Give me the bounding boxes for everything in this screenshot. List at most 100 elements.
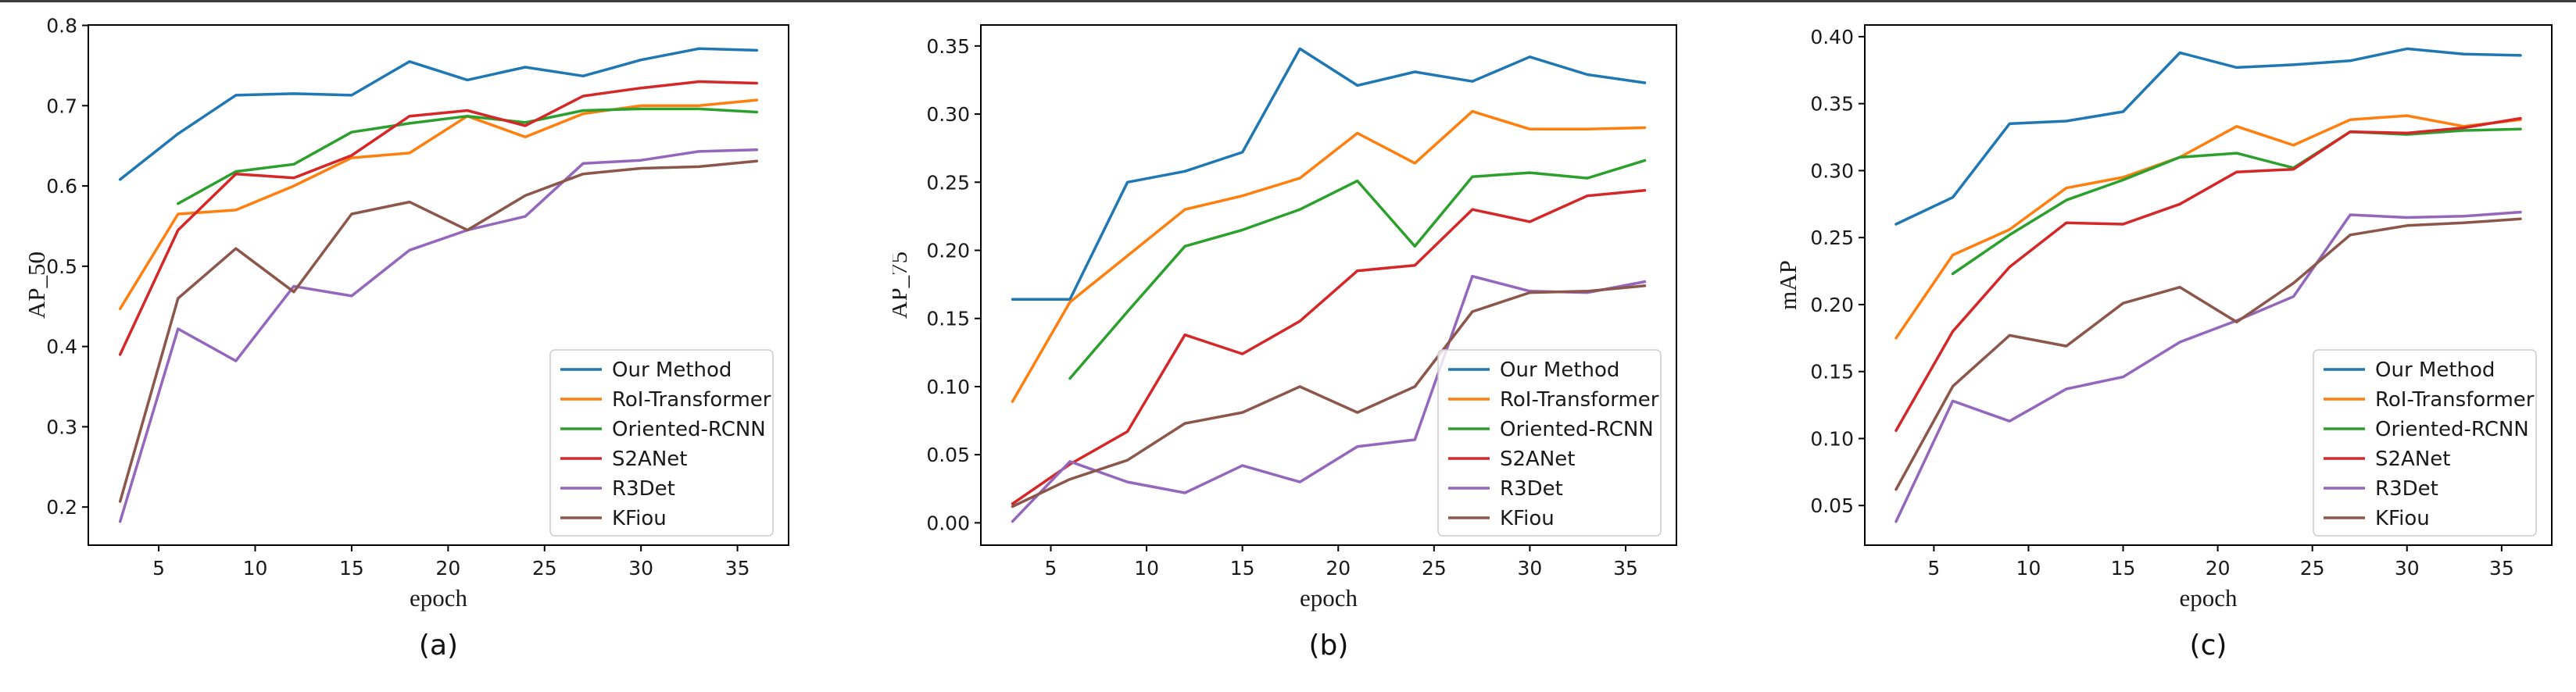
y-axis-tick-label: 0.15 bbox=[926, 308, 970, 330]
x-axis-tick-label: 10 bbox=[2016, 557, 2041, 580]
legend-label-r3det: R3Det bbox=[2375, 477, 2438, 501]
legend-label-kfiou: KFiou bbox=[1500, 507, 1555, 530]
y-axis-tick-label: 0.15 bbox=[1810, 361, 1854, 383]
series-line-kfiou bbox=[1894, 217, 2522, 491]
y-axis-tick-label: 0.35 bbox=[926, 35, 970, 58]
x-axis-tick-label: 15 bbox=[1230, 557, 1255, 580]
legend-label-s2anet: S2ANet bbox=[1500, 448, 1575, 471]
legend-label-roi-transformer: RoI-Transformer bbox=[1500, 388, 1659, 412]
legend-box bbox=[2313, 349, 2537, 537]
x-axis-tick-label: 15 bbox=[339, 557, 364, 580]
legend-label-oriented-rcnn: Oriented-RCNN bbox=[612, 418, 766, 441]
series-line-kfiou bbox=[1011, 284, 1647, 508]
series-line-r3det bbox=[1894, 210, 2522, 523]
legend-label-r3det: R3Det bbox=[1500, 477, 1563, 501]
series-line-s2anet bbox=[118, 80, 759, 356]
legend-label-roi-transformer: RoI-Transformer bbox=[2375, 388, 2535, 412]
legend: Our Method RoI-Transformer Oriented-RCNN S2… bbox=[549, 349, 774, 537]
legend-box bbox=[549, 349, 774, 537]
series-line-kfiou bbox=[118, 159, 759, 503]
line-chart-map: 5 10 15 20 25 30 35 0.05 0.10 0.15 0.20 0.25 0.30 0.3… bbox=[1776, 24, 2553, 612]
x-axis-tick-label: 35 bbox=[2489, 557, 2514, 580]
plot-spines bbox=[88, 24, 789, 546]
series-line-our-method bbox=[1011, 47, 1647, 301]
y-axis-tick-label: 0.8 bbox=[46, 15, 77, 37]
y-axis-tick-label: 0.25 bbox=[926, 171, 970, 194]
y-axis-tick-label: 0.40 bbox=[1810, 26, 1854, 48]
series-line-s2anet bbox=[1894, 116, 2522, 432]
top-border-line bbox=[0, 0, 2576, 2]
y-axis-tick-label: 0.7 bbox=[46, 95, 77, 117]
x-axis-tick-label: 30 bbox=[1518, 557, 1543, 580]
legend-label-r3det: R3Det bbox=[612, 477, 675, 501]
x-axis-tick-label: 5 bbox=[1927, 557, 1940, 580]
y-axis-tick-label: 0.05 bbox=[926, 444, 970, 466]
plot-spines bbox=[980, 24, 1677, 546]
y-axis-tick-label: 0.25 bbox=[1810, 227, 1854, 249]
x-axis-tick-label: 35 bbox=[725, 557, 750, 580]
series-line-s2anet bbox=[1011, 189, 1647, 505]
legend-label-oriented-rcnn: Oriented-RCNN bbox=[2375, 418, 2529, 441]
legend-label-kfiou: KFiou bbox=[2375, 507, 2430, 530]
x-axis-tick-label: 10 bbox=[243, 557, 268, 580]
legend-label-s2anet: S2ANet bbox=[2375, 448, 2450, 471]
line-chart-ap75: 5 10 15 20 25 30 35 0.00 0.05 0.10 0.15 0.20 0.25 0.3… bbox=[893, 24, 1677, 612]
x-axis-label: epoch bbox=[2179, 584, 2238, 612]
axes: 5 10 15 20 25 30 35 0.05 0.10 0.15 0.20 0.25 0.30 0.3… bbox=[1810, 26, 2513, 580]
series-line-r3det bbox=[118, 148, 759, 523]
y-axis-tick-label: 0.30 bbox=[1810, 159, 1854, 182]
y-axis-tick-label: 0.30 bbox=[926, 103, 970, 126]
y-axis-tick-label: 0.10 bbox=[926, 376, 970, 398]
x-axis-tick-label: 10 bbox=[1134, 557, 1159, 580]
legend-label-kfiou: KFiou bbox=[612, 507, 667, 530]
x-axis-tick-label: 30 bbox=[2395, 557, 2420, 580]
legend-label-our-method: Our Method bbox=[1500, 358, 1619, 382]
series-line-roi-transformer bbox=[118, 98, 759, 311]
y-axis-tick-label: 0.2 bbox=[46, 496, 77, 519]
legend-label-oriented-rcnn: Oriented-RCNN bbox=[1500, 418, 1654, 441]
x-axis-tick-label: 5 bbox=[1045, 557, 1057, 580]
axes: 5 10 15 20 25 30 35 0.2 0.3 0.4 0.5 0.6 0.7 0.8 bbox=[46, 15, 750, 580]
y-axis-tick-label: 0.00 bbox=[926, 512, 970, 534]
subfigure-caption-b: (b) bbox=[1308, 630, 1349, 662]
axes: 5 10 15 20 25 30 35 0.00 0.05 0.10 0.15 0.20 0.25 0.3… bbox=[926, 35, 1638, 580]
y-axis-tick-label: 0.4 bbox=[46, 336, 77, 358]
series-line-our-method bbox=[1894, 47, 2522, 226]
legend-label-our-method: Our Method bbox=[2375, 358, 2495, 382]
y-axis-tick-label: 0.20 bbox=[1810, 294, 1854, 316]
x-axis-tick-label: 25 bbox=[532, 557, 557, 580]
y-axis-tick-label: 0.05 bbox=[1810, 494, 1854, 517]
y-axis-tick-label: 0.5 bbox=[46, 255, 77, 278]
legend-label-our-method: Our Method bbox=[612, 358, 732, 382]
x-axis-tick-label: 5 bbox=[152, 557, 165, 580]
series-line-roi-transformer bbox=[1011, 109, 1647, 403]
x-axis-tick-label: 20 bbox=[1326, 557, 1351, 580]
x-axis-tick-label: 15 bbox=[2111, 557, 2136, 580]
y-axis-label: AP_50 bbox=[23, 251, 50, 319]
subfigure-caption-c: (c) bbox=[2189, 630, 2227, 662]
y-axis-label: AP_75 bbox=[893, 251, 912, 319]
plot-spines bbox=[1864, 24, 2553, 546]
x-axis-tick-label: 25 bbox=[2300, 557, 2325, 580]
legend: Our Method RoI-Transformer Oriented-RCNN S2… bbox=[1437, 349, 1662, 537]
series-line-oriented-rcnn bbox=[1951, 127, 2522, 276]
y-axis-tick-label: 0.20 bbox=[926, 240, 970, 262]
x-axis-tick-label: 30 bbox=[628, 557, 653, 580]
x-axis-tick-label: 25 bbox=[1422, 557, 1447, 580]
x-axis-tick-label: 20 bbox=[2206, 557, 2231, 580]
x-axis-tick-label: 20 bbox=[435, 557, 460, 580]
series-line-our-method bbox=[118, 47, 759, 181]
chart-panel-a: 5 10 15 20 25 30 35 0.2 0.3 0.4 0.5 0.6 0.7 0.8 epoch A… bbox=[0, 5, 828, 614]
legend-label-s2anet: S2ANet bbox=[612, 448, 687, 471]
x-axis-label: epoch bbox=[1300, 584, 1358, 612]
y-axis-tick-label: 0.6 bbox=[46, 175, 77, 198]
legend-label-roi-transformer: RoI-Transformer bbox=[612, 388, 771, 412]
y-axis-tick-label: 0.10 bbox=[1810, 427, 1854, 450]
x-axis-label: epoch bbox=[410, 584, 468, 612]
x-axis-tick-label: 35 bbox=[1613, 557, 1638, 580]
y-axis-label: mAP bbox=[1776, 260, 1801, 310]
y-axis-tick-label: 0.3 bbox=[46, 416, 77, 438]
series-line-oriented-rcnn bbox=[177, 107, 759, 205]
chart-panel-c: 5 10 15 20 25 30 35 0.05 0.10 0.15 0.20 0.25 0.30 0.3… bbox=[1776, 5, 2576, 614]
legend-box bbox=[1437, 349, 1662, 537]
